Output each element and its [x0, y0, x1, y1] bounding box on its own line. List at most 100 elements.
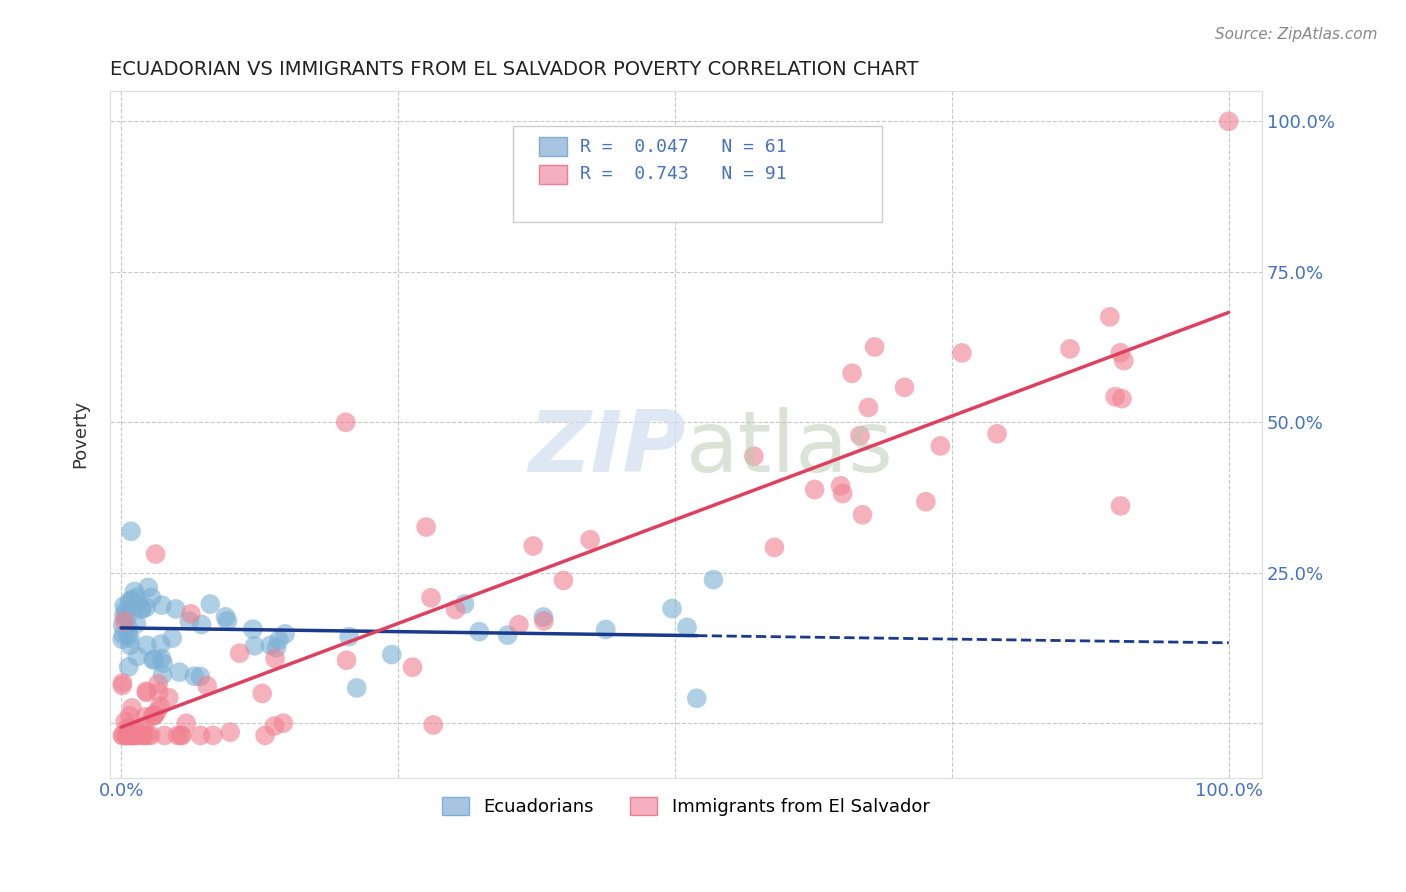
Point — [830, 479, 852, 493]
Point — [180, 607, 202, 621]
Point — [986, 426, 1008, 441]
Point — [381, 648, 404, 662]
Point — [849, 428, 872, 442]
Point — [219, 725, 242, 739]
Point — [148, 685, 170, 699]
Point — [149, 699, 172, 714]
Point — [135, 600, 157, 615]
Point — [742, 449, 765, 463]
Point — [112, 614, 135, 628]
Point — [152, 667, 174, 681]
Point — [166, 728, 188, 742]
Point — [141, 591, 163, 605]
Point — [676, 620, 699, 634]
Point — [127, 728, 149, 742]
Point — [118, 708, 141, 723]
Point — [702, 573, 724, 587]
Point — [595, 623, 617, 637]
Point — [120, 638, 142, 652]
Point — [195, 679, 218, 693]
Point — [1104, 390, 1126, 404]
Text: R =  0.743   N = 91: R = 0.743 N = 91 — [581, 165, 786, 184]
Point — [422, 718, 444, 732]
Point — [444, 602, 467, 616]
Point — [135, 638, 157, 652]
Point — [142, 653, 165, 667]
Point — [1098, 310, 1121, 324]
Point — [114, 604, 136, 618]
Point — [152, 657, 174, 671]
Point — [139, 728, 162, 742]
Point — [179, 614, 201, 628]
Point — [132, 728, 155, 742]
Point — [148, 677, 170, 691]
Point — [841, 366, 863, 380]
Point — [858, 401, 880, 415]
Point — [121, 701, 143, 715]
Point — [243, 639, 266, 653]
Point — [141, 709, 163, 723]
Point — [165, 602, 187, 616]
Point — [120, 728, 142, 742]
Point — [831, 486, 853, 500]
Point — [111, 678, 134, 692]
Point — [267, 633, 290, 648]
Point — [468, 624, 491, 639]
Point — [254, 728, 277, 742]
Point — [115, 728, 138, 742]
Point — [188, 669, 211, 683]
Point — [117, 721, 139, 735]
Point — [531, 610, 554, 624]
Point — [120, 728, 142, 742]
Point — [117, 728, 139, 742]
Point — [1111, 392, 1133, 406]
Point — [266, 640, 288, 655]
Text: R =  0.047   N = 61: R = 0.047 N = 61 — [581, 138, 786, 156]
Point — [112, 628, 135, 642]
Point — [174, 716, 197, 731]
Point — [114, 714, 136, 729]
Point — [111, 676, 134, 690]
Point — [115, 611, 138, 625]
Point — [118, 594, 141, 608]
Point — [250, 686, 273, 700]
Point — [170, 728, 193, 742]
Point — [118, 631, 141, 645]
Point — [136, 580, 159, 594]
Point — [121, 592, 143, 607]
Text: atlas: atlas — [686, 407, 894, 490]
Point — [420, 591, 443, 605]
Point — [127, 649, 149, 664]
Point — [153, 728, 176, 742]
Point — [146, 705, 169, 719]
Point — [169, 665, 191, 680]
Point — [170, 728, 193, 742]
Point — [127, 590, 149, 604]
Point — [125, 728, 148, 742]
Point — [118, 622, 141, 636]
Point — [135, 685, 157, 699]
Point — [686, 691, 709, 706]
Point — [893, 380, 915, 394]
Point — [136, 728, 159, 742]
Point — [217, 614, 239, 628]
Point — [1109, 499, 1132, 513]
Point — [150, 598, 173, 612]
Point — [929, 439, 952, 453]
Point — [134, 720, 156, 734]
Point — [914, 494, 936, 508]
Point — [149, 637, 172, 651]
Point — [124, 723, 146, 737]
FancyBboxPatch shape — [538, 165, 568, 184]
Point — [190, 617, 212, 632]
Point — [274, 627, 297, 641]
Point — [131, 601, 153, 615]
Point — [131, 602, 153, 616]
Text: ECUADORIAN VS IMMIGRANTS FROM EL SALVADOR POVERTY CORRELATION CHART: ECUADORIAN VS IMMIGRANTS FROM EL SALVADO… — [110, 60, 918, 78]
Point — [335, 416, 357, 430]
Point — [112, 608, 135, 623]
Point — [346, 681, 368, 695]
Point — [661, 601, 683, 615]
FancyBboxPatch shape — [513, 126, 882, 222]
Point — [120, 728, 142, 742]
